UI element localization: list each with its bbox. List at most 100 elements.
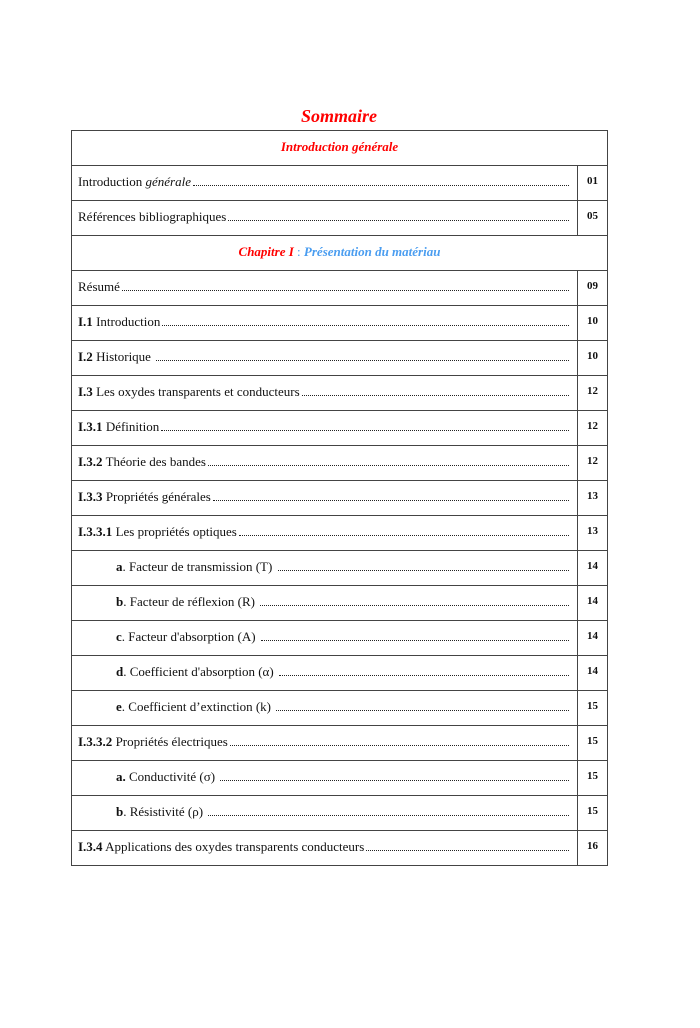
- entry-number: a.: [116, 769, 126, 784]
- entry-label: d. Coefficient d'absorption (α): [71, 655, 578, 691]
- entry-text: Propriétés électriques: [112, 734, 228, 749]
- page-number: 13: [577, 515, 608, 551]
- entry-number: I.3: [78, 384, 93, 399]
- page-number: 10: [577, 305, 608, 341]
- dot-leader: [207, 465, 569, 466]
- dot-leader: [276, 710, 569, 711]
- entry-text: Résumé: [78, 279, 120, 294]
- entry-label: e. Coefficient d’extinction (k): [71, 690, 578, 726]
- toc-entry[interactable]: b. Résistivité (ρ) 15: [71, 795, 608, 831]
- toc-entry[interactable]: I.2 Historique 10: [71, 340, 608, 376]
- entry-text: Introduction: [92, 314, 161, 329]
- entry-number: b: [116, 804, 124, 819]
- entry-text: Historique: [92, 349, 155, 364]
- dot-leader: [301, 395, 569, 396]
- entry-line: Introduction générale: [78, 174, 571, 190]
- dot-leader: [156, 360, 569, 361]
- dot-leader: [260, 605, 569, 606]
- entry-number: I.3.4: [78, 839, 103, 854]
- entry-line: b. Résistivité (ρ): [78, 804, 571, 820]
- entry-line: e. Coefficient d’extinction (k): [78, 699, 571, 715]
- toc-entry[interactable]: Introduction générale 01: [71, 165, 608, 201]
- toc-entry[interactable]: I.3.3 Propriétés générales 13: [71, 480, 608, 516]
- page-number: 14: [577, 620, 608, 656]
- toc-entry[interactable]: c. Facteur d'absorption (A) 14: [71, 620, 608, 656]
- chapter-prefix: Chapitre I: [238, 244, 294, 259]
- entry-text: . Coefficient d’extinction (k): [121, 699, 275, 714]
- entry-line: b. Facteur de réflexion (R): [78, 594, 571, 610]
- entry-label: I.3.3 Propriétés générales: [71, 480, 578, 516]
- entry-label: b. Résistivité (ρ): [71, 795, 578, 831]
- chapter-header: Chapitre I : Présentation du matériau: [71, 235, 608, 271]
- section-header-chapter-1: Chapitre I : Présentation du matériau: [71, 235, 608, 271]
- entry-line: Références bibliographiques: [78, 209, 571, 225]
- entry-label: I.1 Introduction: [71, 305, 578, 341]
- dot-leader: [161, 430, 569, 431]
- dot-leader: [228, 220, 569, 221]
- entry-text: . Facteur de réflexion (R): [123, 594, 259, 609]
- dot-leader: [278, 675, 569, 676]
- toc-entry[interactable]: I.3.4 Applications des oxydes transparen…: [71, 830, 608, 866]
- entry-text: . Résistivité (ρ): [123, 804, 207, 819]
- entry-line: a. Conductivité (σ): [78, 769, 571, 785]
- dot-leader: [193, 185, 569, 186]
- entry-label: Références bibliographiques: [71, 200, 578, 236]
- entry-text: . Facteur d'absorption (A): [121, 629, 259, 644]
- toc-entry[interactable]: e. Coefficient d’extinction (k) 15: [71, 690, 608, 726]
- toc-entry[interactable]: a. Conductivité (σ) 15: [71, 760, 608, 796]
- page-number: 12: [577, 375, 608, 411]
- toc-entry[interactable]: I.3 Les oxydes transparents et conducteu…: [71, 375, 608, 411]
- entry-number: I.2: [78, 349, 93, 364]
- entry-number: I.3.3: [78, 489, 103, 504]
- page-number: 13: [577, 480, 608, 516]
- entry-label: I.3.1 Définition: [71, 410, 578, 446]
- page-number: 15: [577, 760, 608, 796]
- entry-line: I.3.3 Propriétés générales: [78, 489, 571, 505]
- section-header-intro: Introduction générale: [71, 130, 608, 166]
- toc-entry[interactable]: I.3.3.1 Les propriétés optiques 13: [71, 515, 608, 551]
- page-number: 12: [577, 445, 608, 481]
- entry-line: a. Facteur de transmission (T): [78, 559, 571, 575]
- entry-text: . Coefficient d'absorption (α): [123, 664, 277, 679]
- page-number: 15: [577, 795, 608, 831]
- entry-line: I.2 Historique: [78, 349, 571, 365]
- toc-entry[interactable]: a. Facteur de transmission (T) 14: [71, 550, 608, 586]
- entry-label: I.3.4 Applications des oxydes transparen…: [71, 830, 578, 866]
- entry-number: I.3.2: [78, 454, 103, 469]
- toc-entry[interactable]: I.3.1 Définition 12: [71, 410, 608, 446]
- entry-label: I.3.3.1 Les propriétés optiques: [71, 515, 578, 551]
- page-number: 12: [577, 410, 608, 446]
- toc-entry[interactable]: I.3.2 Théorie des bandes 12: [71, 445, 608, 481]
- entry-line: I.3.2 Théorie des bandes: [78, 454, 571, 470]
- entry-line: I.3.3.2 Propriétés électriques: [78, 734, 571, 750]
- entry-label: a. Conductivité (σ): [71, 760, 578, 796]
- page-number: 15: [577, 690, 608, 726]
- page-number: 14: [577, 655, 608, 691]
- dot-leader: [229, 745, 569, 746]
- toc-entry[interactable]: I.1 Introduction 10: [71, 305, 608, 341]
- entry-label: I.3.2 Théorie des bandes: [71, 445, 578, 481]
- toc-entry[interactable]: d. Coefficient d'absorption (α) 14: [71, 655, 608, 691]
- entry-text: Les propriétés optiques: [112, 524, 237, 539]
- entry-text-italic: générale: [145, 174, 191, 189]
- page-number: 14: [577, 550, 608, 586]
- entry-number: I.3.3.1: [78, 524, 113, 539]
- page-number: 09: [577, 270, 608, 306]
- entry-number: a: [116, 559, 123, 574]
- dot-leader: [121, 290, 569, 291]
- entry-line: Résumé: [78, 279, 571, 295]
- toc-entry[interactable]: I.3.3.2 Propriétés électriques 15: [71, 725, 608, 761]
- entry-text: Références bibliographiques: [78, 209, 227, 224]
- entry-text: Applications des oxydes transparents con…: [102, 839, 365, 854]
- toc-entry[interactable]: b. Facteur de réflexion (R) 14: [71, 585, 608, 621]
- toc-entry[interactable]: Résumé 09: [71, 270, 608, 306]
- entry-text: Conductivité (σ): [125, 769, 219, 784]
- page-number: 14: [577, 585, 608, 621]
- dot-leader: [220, 780, 569, 781]
- entry-line: I.1 Introduction: [78, 314, 571, 330]
- entry-number: I.3.3.2: [78, 734, 113, 749]
- toc-entry[interactable]: Références bibliographiques 05: [71, 200, 608, 236]
- intro-header: Introduction générale: [71, 130, 608, 166]
- page-number: 10: [577, 340, 608, 376]
